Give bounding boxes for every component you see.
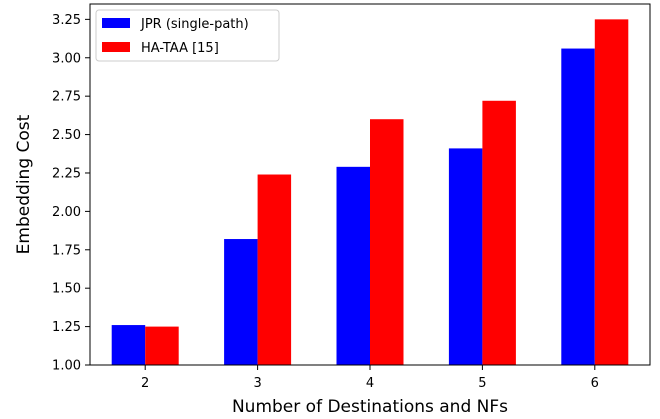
- plot-frame: [89, 3, 651, 366]
- y-tick-label: 2.50: [52, 128, 81, 143]
- y-tick-label: 2.25: [52, 166, 81, 181]
- bar-ha-taa-4: [370, 119, 404, 365]
- y-tick-label: 3.25: [52, 13, 81, 28]
- bar-jpr-5: [448, 148, 483, 365]
- x-axis-ticks: 2 3 4 5 6: [141, 365, 599, 391]
- y-tick-label: 1.75: [52, 243, 81, 258]
- x-tick-label: 4: [366, 376, 374, 391]
- bar-ha-taa-3: [257, 174, 292, 365]
- bar-ha-taa-5: [482, 100, 516, 366]
- y-axis-label: Embedding Cost: [14, 114, 34, 254]
- bar-jpr-6: [561, 48, 595, 365]
- legend-swatch-jpr: [102, 18, 130, 28]
- y-tick-label: 1.50: [52, 282, 81, 297]
- x-tick-label: 2: [141, 376, 149, 391]
- x-tick-label: 6: [591, 376, 599, 391]
- bar-jpr-2: [111, 325, 146, 365]
- x-tick-label: 5: [478, 376, 486, 391]
- legend-swatch-ha-taa: [102, 42, 130, 52]
- y-tick-label: 1.00: [52, 359, 81, 374]
- bars: [111, 19, 629, 366]
- y-axis-ticks: 1.00 1.25 1.50 1.75 2.00 2.25 2.50 2.75 3.00 3.25: [52, 13, 90, 374]
- y-tick-label: 1.25: [52, 320, 81, 335]
- bar-jpr-4: [336, 166, 370, 365]
- bar-ha-taa-6: [594, 19, 629, 366]
- bar-jpr-3: [224, 239, 258, 365]
- legend-label-jpr: JPR (single-path): [140, 17, 249, 32]
- y-tick-label: 3.00: [52, 51, 81, 66]
- legend-frame: [95, 9, 280, 62]
- legend-label-ha-taa: HA-TAA [15]: [141, 41, 219, 56]
- y-tick-label: 2.00: [52, 205, 81, 220]
- bar-ha-taa-2: [145, 326, 179, 365]
- legend: JPR (single-path) HA-TAA [15]: [95, 9, 280, 62]
- x-tick-label: 3: [253, 376, 261, 391]
- x-axis-label: Number of Destinations and NFs: [232, 397, 508, 417]
- y-tick-label: 2.75: [52, 90, 81, 105]
